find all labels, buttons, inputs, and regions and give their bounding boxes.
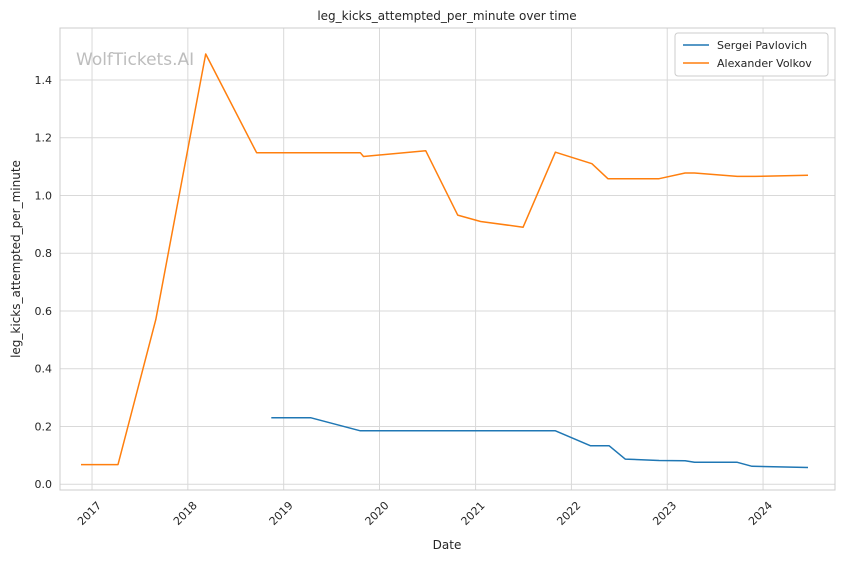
y-axis-ticks: 0.0 0.2 0.4 0.6 0.8 1.0 1.2 1.4 <box>35 74 53 491</box>
legend-box <box>674 32 829 77</box>
series-layer <box>81 53 809 469</box>
y-tick-label: 0.4 <box>35 363 53 376</box>
legend-label-sergei-pavlovich: Sergei Pavlovich <box>717 39 807 52</box>
x-tick-label: 2019 <box>267 499 296 528</box>
legend-label-alexander-volkov: Alexander Volkov <box>717 57 812 70</box>
y-tick-label: 1.4 <box>35 74 53 87</box>
x-axis-title: Date <box>433 538 462 552</box>
x-tick-label: 2022 <box>554 499 583 528</box>
y-tick-label: 1.0 <box>35 189 53 202</box>
y-tick-label: 1.2 <box>35 132 53 145</box>
plot-background <box>60 28 835 490</box>
plot-frame <box>59 27 836 491</box>
y-axis-title: leg_kicks_attempted_per_minute <box>9 160 23 358</box>
y-tick-label: 0.6 <box>35 305 53 318</box>
x-tick-label: 2020 <box>363 499 392 528</box>
x-tick-label: 2024 <box>746 499 775 528</box>
x-tick-label: 2021 <box>459 499 488 528</box>
y-tick-label: 0.0 <box>35 478 53 491</box>
series-line-sergei-pavlovich <box>271 417 809 469</box>
y-tick-label: 0.8 <box>35 247 53 260</box>
chart-title: leg_kicks_attempted_per_minute over time <box>317 9 576 23</box>
y-tick-label: 0.2 <box>35 420 53 433</box>
x-axis-ticks: 2017 2018 2019 2020 2021 2022 2023 2024 <box>75 499 775 528</box>
x-tick-label: 2018 <box>171 499 200 528</box>
x-tick-label: 2017 <box>75 499 104 528</box>
x-tick-label: 2023 <box>650 499 679 528</box>
legend: Sergei Pavlovich Alexander Volkov <box>674 32 829 77</box>
watermark: WolfTickets.AI <box>76 50 194 70</box>
series-line-alexander-volkov <box>81 53 809 466</box>
